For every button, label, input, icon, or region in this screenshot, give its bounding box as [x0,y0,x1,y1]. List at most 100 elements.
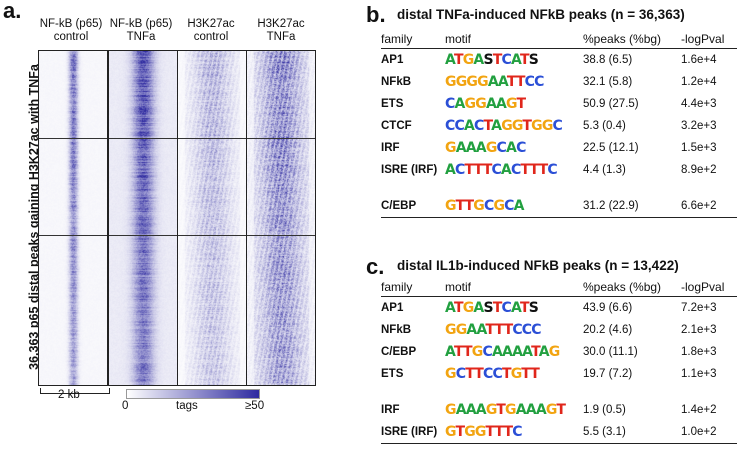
motif-logo-text: GTTGCGCA [445,198,525,214]
table-row: NFkB GGAATTTCCC 20.2 (4.6) 2.1e+3 [381,319,737,341]
motif-logo: GTTGCGCA [445,195,583,218]
heatmap-divider [247,235,315,236]
motif-family: NFkB [381,324,412,336]
motif-percent: 32.1 (5.8) [583,76,633,88]
motif-family: AP1 [381,302,404,314]
motif-logo-text: GTGGTTTC [445,424,523,440]
motif-pvalue: 3.2e+3 [681,120,717,132]
motif-table-il1b: family motif %peaks (%bg) -logPval AP1 AT… [381,280,737,444]
motif-logo: ATGASTCATS [445,49,583,72]
table-row: ISRE (IRF) GTGGTTTC 5.5 (3.1) 1.0e+2 [381,421,737,444]
column-header-line1: H3K27ac [257,18,305,30]
header-pct: %peaks (%bg) [583,280,681,297]
heatmap-texture [247,51,315,385]
motif-percent: 1.9 (0.5) [583,404,626,416]
heatmap-divider [39,235,107,236]
motif-pvalue: 1.6e+4 [681,54,717,66]
motif-pvalue: 1.0e+2 [681,421,737,444]
motif-logo: GAAAGTGAAAGT [445,399,583,421]
column-header-line2: TNFa [126,31,156,43]
column-header-line1: NF-kB (p65) [39,18,103,30]
motif-family: CTCF [381,120,412,132]
motif-percent: 43.9 (6.6) [583,302,633,314]
header-pct: %peaks (%bg) [583,32,681,49]
panel-b-title: distal TNFa-induced NFkB peaks (n = 36,3… [397,7,685,22]
heatmap-p65-tnfa [108,50,178,386]
motif-logo-text: CCACTAGGTGGC [445,118,563,134]
table-row: AP1 ATGASTCATS 38.8 (6.5) 1.6e+4 [381,49,737,72]
heatmap-texture [178,51,246,385]
motif-family: IRF [381,142,400,154]
motif-pvalue: 1.5e+3 [681,142,717,154]
motif-table-tnfa: family motif %peaks (%bg) -logPval AP1 AT… [381,32,737,218]
column-header-line1: NF-kB (p65) [109,18,173,30]
motif-logo: CCACTAGGTGGC [445,115,583,137]
motif-percent: 5.3 (0.4) [583,120,626,132]
heatmap-divider [109,235,177,236]
motif-family: ETS [381,368,404,380]
motif-logo: ATTGCAAAATAG [445,341,583,363]
motif-pvalue: 1.4e+2 [681,404,717,416]
panel-c-letter: c. [366,254,385,279]
column-header-h3k27ac-control: H3K27ac control [176,18,246,44]
motif-family: AP1 [381,54,404,66]
motif-pvalue: 7.2e+3 [681,302,717,314]
motif-logo-text: GGAATTTCCC [445,322,542,338]
colorbar-title: tags [176,400,198,412]
column-header-line2: TNFa [266,31,296,43]
heatmap-texture [39,51,107,385]
motif-logo-text: ATGASTCATS [445,52,539,68]
table-spacer-row [381,385,737,399]
motif-logo: CAGGAAGT [445,93,583,115]
motif-family: IRF [381,404,400,416]
heatmap-p65-control [38,50,108,386]
table-row: ISRE (IRF) ACTTTCACTTTC 4.4 (1.3) 8.9e+2 [381,159,737,181]
table-row: IRF GAAAGTGAAAGT 1.9 (0.5) 1.4e+2 [381,399,737,421]
panel-c-title: distal IL1b-induced NFkB peaks (n = 13,4… [397,258,679,273]
table-row: AP1 ATGASTCATS 43.9 (6.6) 7.2e+3 [381,297,737,320]
motif-logo: GGAATTTCCC [445,319,583,341]
motif-logo-text: ATGASTCATS [445,300,539,316]
column-header-h3k27ac-tnfa: H3K27ac TNFa [246,18,316,44]
motif-logo: GGGGAATTCC [445,71,583,93]
motif-logo-text: CAGGAAGT [445,96,526,112]
heatmap-divider [247,138,315,139]
motif-logo-text: GAAAGTGAAAGT [445,402,566,418]
heatmap-divider [39,138,107,139]
motif-percent: 50.9 (27.5) [583,98,639,110]
motif-pvalue: 6.6e+2 [681,195,737,218]
motif-pvalue: 1.2e+4 [681,76,717,88]
table-spacer-row [381,181,737,195]
table-row: C/EBP ATTGCAAAATAG 30.0 (11.1) 1.8e+3 [381,341,737,363]
panel-a-letter: a. [3,0,22,23]
column-header-line2: control [193,31,229,43]
colorbar [126,389,260,399]
header-family: family [381,280,445,297]
scale-bar-label: 2 kb [58,389,80,401]
table-row: IRF GAAAGCAC 22.5 (12.1) 1.5e+3 [381,137,737,159]
table-row: NFkB GGGGAATTCC 32.1 (5.8) 1.2e+4 [381,71,737,93]
motif-logo-text: GGGGAATTCC [445,74,544,90]
motif-logo-text: ATTGCAAAATAG [445,344,560,360]
header-pval: -logPval [681,280,737,297]
motif-family: C/EBP [381,346,417,358]
motif-pvalue: 4.4e+3 [681,98,717,110]
heatmap-divider [109,138,177,139]
motif-logo: ACTTTCACTTTC [445,159,583,181]
motif-family: ISRE (IRF) [381,421,445,444]
heatmap-divider [178,138,246,139]
heatmap-texture [109,51,177,385]
table-row: ETS CAGGAAGT 50.9 (27.5) 4.4e+3 [381,93,737,115]
column-header-line1: H3K27ac [187,18,235,30]
motif-logo: GTGGTTTC [445,421,583,444]
table-header-row: family motif %peaks (%bg) -logPval [381,280,737,297]
scale-bar [40,388,110,394]
motif-logo-text: GAAAGCAC [445,140,526,156]
motif-pvalue: 2.1e+3 [681,324,717,336]
motif-percent: 20.2 (4.6) [583,324,633,336]
colorbar-min-label: 0 [122,400,129,412]
header-motif: motif [445,32,583,49]
table-row: CTCF CCACTAGGTGGC 5.3 (0.4) 3.2e+3 [381,115,737,137]
table-row: ETS GCTTCCTGTT 19.7 (7.2) 1.1e+3 [381,363,737,385]
motif-percent: 4.4 (1.3) [583,164,626,176]
